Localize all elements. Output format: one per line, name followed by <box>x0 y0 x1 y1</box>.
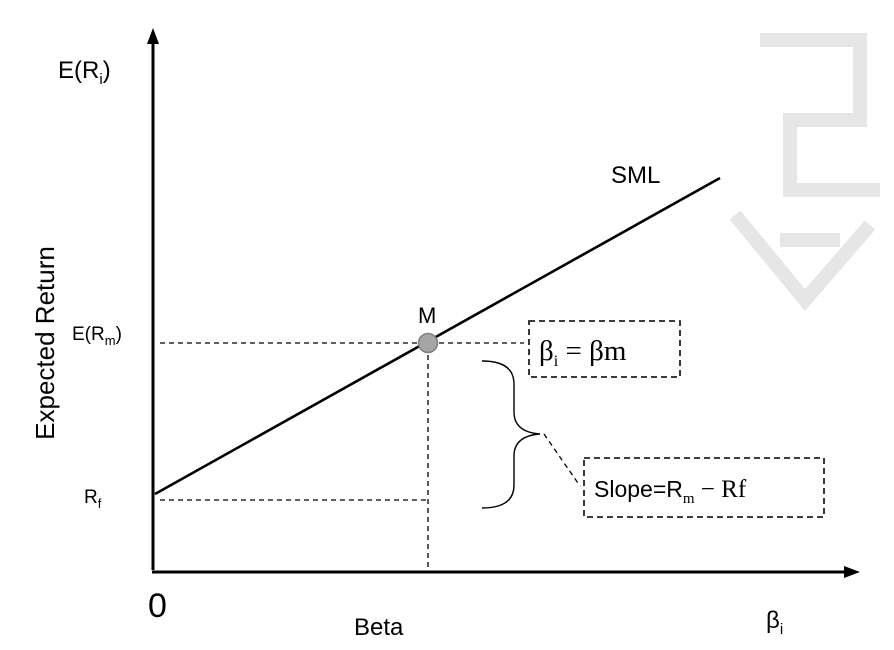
x-axis-arrow <box>844 566 860 578</box>
y-axis-symbol: E(Ri) <box>58 57 111 88</box>
market-point-label: M <box>418 303 436 328</box>
x-axis-symbol: βi <box>766 607 783 638</box>
y-axis-title: Expected Return <box>30 246 60 440</box>
x-axis-title: Beta <box>354 614 404 641</box>
tick-label-rf: Rf <box>84 487 102 511</box>
slope-connector <box>543 433 581 487</box>
slope-box <box>583 457 825 518</box>
beta-equality-box <box>528 320 681 378</box>
market-point <box>417 332 439 354</box>
watermark <box>729 33 880 311</box>
tick-label-erm: E(Rm) <box>72 324 122 348</box>
sml-line <box>154 176 721 496</box>
y-axis-arrow <box>147 28 159 44</box>
sml-label: SML <box>611 162 660 189</box>
beta-equality-text: βi = βm <box>539 335 627 370</box>
slope-text: Slope=Rm − Rf <box>594 476 747 507</box>
slope-brace <box>481 360 541 509</box>
origin-label: 0 <box>148 587 167 625</box>
